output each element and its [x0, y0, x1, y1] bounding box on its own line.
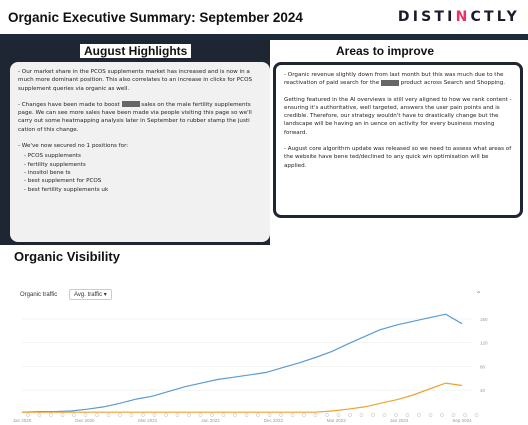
- list-item: - best supplement for PCOS: [24, 178, 102, 185]
- header-divider: [0, 34, 528, 40]
- list-item: - PCOS supplements: [24, 153, 81, 160]
- annotation-marker[interactable]: [83, 413, 88, 417]
- annotation-marker[interactable]: [451, 413, 456, 417]
- improve-card: - Organic revenue slightly down from las…: [273, 62, 523, 218]
- annotation-marker[interactable]: [72, 413, 76, 417]
- y-tick-label: 120: [480, 341, 488, 346]
- annotation-marker[interactable]: [118, 413, 122, 417]
- annotation-marker[interactable]: [49, 413, 53, 417]
- annotation-marker[interactable]: [405, 413, 410, 417]
- annotation-marker[interactable]: [152, 413, 157, 417]
- distinctly-logo: DISTINCTLY: [398, 9, 520, 25]
- annotation-marker[interactable]: [474, 413, 479, 417]
- annotation-marker[interactable]: [141, 413, 145, 417]
- series-line: [22, 382, 463, 413]
- annotation-marker[interactable]: [221, 413, 226, 417]
- annotation-marker[interactable]: [60, 413, 65, 417]
- annotation-marker[interactable]: [371, 413, 375, 417]
- y-tick-label: 40: [480, 388, 486, 393]
- annotation-marker[interactable]: [37, 413, 42, 417]
- annotation-marker[interactable]: [313, 413, 318, 417]
- annotation-marker[interactable]: [267, 413, 272, 417]
- x-tick-label: Jan 2020: [13, 418, 32, 423]
- logo-text-pre: DISTI: [397, 9, 456, 25]
- organic-traffic-chart: Organic traffic Avg. traffic ▾ ⌃ 40 80 120…: [10, 280, 518, 425]
- annotation-marker[interactable]: [394, 413, 398, 417]
- logo-text-accent: N: [455, 9, 471, 25]
- positions-list: - PCOS supplements - fertility supplemen…: [24, 152, 262, 193]
- annotation-marker[interactable]: [417, 413, 421, 417]
- x-tick-label: Dec 2020: [75, 418, 95, 423]
- logo-text-post: CTLY: [470, 9, 520, 25]
- annotation-marker[interactable]: [256, 413, 260, 417]
- annotation-marker[interactable]: [440, 413, 444, 417]
- y-tick-label: 160: [480, 317, 488, 322]
- y-tick-label: 80: [480, 364, 486, 369]
- annotation-marker[interactable]: [302, 413, 306, 417]
- list-item: - fertility supplements: [24, 161, 86, 168]
- annotation-marker[interactable]: [95, 413, 99, 417]
- collapse-icon[interactable]: ⌃: [475, 290, 482, 299]
- list-item: - best fertility supplements uk: [24, 186, 109, 193]
- annotation-marker[interactable]: [26, 413, 30, 417]
- highlights-card: - Our market share in the PCOS supplemen…: [10, 62, 270, 242]
- chart-plot: 40 80 120 160 Jan 2020 Dec 2020 Mar 2021 Jan 20…: [13, 313, 488, 423]
- traffic-dropdown[interactable]: Avg. traffic ▾: [69, 289, 112, 300]
- metric-label: Organic traffic: [20, 292, 58, 298]
- annotation-marker[interactable]: [279, 413, 283, 417]
- annotation-marker[interactable]: [359, 413, 364, 417]
- annotation-marker[interactable]: [175, 413, 180, 417]
- annotation-marker[interactable]: [106, 413, 111, 417]
- annotation-marker[interactable]: [463, 413, 467, 417]
- annotation-marker[interactable]: [325, 413, 329, 417]
- annotation-marker[interactable]: [428, 413, 433, 417]
- chevron-down-icon: ▾: [103, 292, 107, 298]
- improve-paragraph: Getting featured in the AI overviews is …: [284, 96, 512, 136]
- improve-paragraph: - August core algorithm update was relea…: [284, 146, 512, 169]
- list-item: - inositol bene ts: [24, 169, 71, 176]
- visibility-title: Organic Visibility: [14, 249, 120, 264]
- header: Organic Executive Summary: September 202…: [0, 0, 528, 34]
- highlight-paragraph: - We've now secured no 1 positions for:: [18, 143, 129, 150]
- redacted-text: [121, 101, 140, 108]
- x-tick-label: Jan 2024: [390, 418, 409, 423]
- annotation-marker[interactable]: [244, 413, 249, 417]
- highlight-paragraph: - Changes have been made to boost sales …: [18, 101, 252, 133]
- page-title: Organic Executive Summary: September 202…: [8, 10, 303, 25]
- x-tick-label: Mar 2021: [138, 418, 158, 423]
- annotation-marker[interactable]: [336, 413, 341, 417]
- highlight-paragraph: - Our market share in the PCOS supplemen…: [18, 69, 253, 92]
- annotation-marker[interactable]: [290, 413, 295, 417]
- annotation-marker[interactable]: [129, 413, 134, 417]
- redacted-text: [380, 79, 399, 86]
- improve-title: Areas to improve: [336, 44, 435, 58]
- annotation-marker[interactable]: [348, 413, 352, 417]
- annotation-marker[interactable]: [210, 413, 214, 417]
- annotation-marker[interactable]: [382, 413, 387, 417]
- improve-paragraph: - Organic revenue slightly down from las…: [284, 72, 506, 87]
- x-tick-label: Dec 2022: [264, 418, 284, 423]
- x-tick-label: Mar 2023: [327, 418, 347, 423]
- highlights-title: August Highlights: [80, 44, 192, 58]
- series-line: [21, 313, 463, 413]
- x-tick-label: Jan 2022: [201, 418, 220, 423]
- annotation-marker[interactable]: [198, 413, 203, 417]
- x-tick-label: Sep 2024: [452, 418, 472, 423]
- annotation-marker[interactable]: [164, 413, 168, 417]
- annotation-marker[interactable]: [187, 413, 191, 417]
- annotation-marker[interactable]: [233, 413, 237, 417]
